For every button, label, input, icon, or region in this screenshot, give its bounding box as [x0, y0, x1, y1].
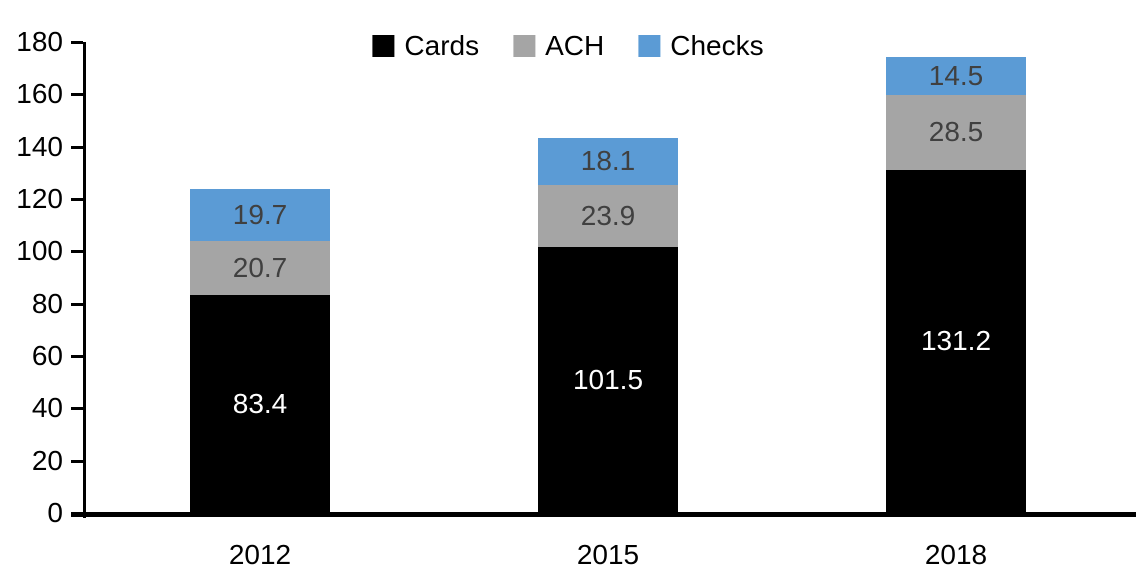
- legend-item-checks: Checks: [638, 30, 764, 61]
- legend-item-cards: Cards: [372, 32, 479, 60]
- y-tick-label: 140: [16, 130, 63, 162]
- bar-value-label: 83.4: [232, 387, 288, 419]
- bar-segment-checks-2012: 19.7: [190, 189, 330, 241]
- y-tick: [71, 407, 83, 411]
- legend-label: Checks: [670, 30, 764, 61]
- chart-legend: Cards ACH Checks: [372, 30, 764, 61]
- bar-segment-ach-2015: 23.9: [538, 184, 678, 248]
- y-tick-label: 40: [31, 392, 63, 424]
- bar-segment-cards-2012: 83.4: [190, 294, 330, 513]
- y-tick: [71, 93, 83, 97]
- bar-segment-cards-2015: 101.5: [538, 247, 678, 513]
- y-tick-label: 20: [31, 444, 63, 476]
- legend-label: Cards: [404, 30, 480, 61]
- legend-swatch-icon: [638, 35, 661, 57]
- bar-value-label: 131.2: [920, 325, 992, 357]
- x-tick-label: 2018: [924, 539, 988, 570]
- x-tick-label: 2012: [228, 539, 292, 570]
- y-tick-label: 120: [16, 183, 63, 214]
- bar-value-label: 20.7: [232, 251, 288, 283]
- bar-value-label: 101.5: [572, 364, 644, 396]
- bar-value-label: 28.5: [928, 116, 984, 148]
- legend-label: ACH: [545, 30, 605, 61]
- bar-segment-checks-2015: 18.1: [538, 137, 678, 185]
- legend-swatch-icon: [372, 35, 395, 57]
- y-tick-label: 100: [16, 235, 63, 267]
- bar-value-label: 18.1: [580, 145, 636, 177]
- y-tick-label: 80: [31, 287, 63, 319]
- legend-swatch-icon: [513, 35, 536, 57]
- y-tick: [71, 459, 83, 463]
- bar-segment-checks-2018: 14.5: [886, 57, 1026, 96]
- y-tick: [71, 250, 83, 254]
- x-tick-label: 2015: [576, 539, 640, 570]
- legend-item-ach: ACH: [513, 32, 604, 60]
- y-tick: [71, 355, 83, 358]
- x-axis: [71, 512, 1136, 517]
- y-tick: [71, 41, 83, 44]
- y-axis: [83, 42, 86, 518]
- y-tick: [71, 198, 83, 201]
- bar-segment-ach-2018: 28.5: [886, 95, 1026, 170]
- y-tick-label: 180: [16, 26, 63, 57]
- y-tick: [71, 145, 83, 149]
- bar-value-label: 23.9: [580, 200, 636, 232]
- bar-value-label: 14.5: [928, 60, 984, 92]
- bar-segment-cards-2018: 131.2: [886, 169, 1026, 513]
- y-tick-label: 60: [31, 340, 63, 371]
- y-tick-label: 0: [47, 497, 63, 528]
- y-tick-label: 160: [16, 78, 63, 110]
- bar-value-label: 19.7: [232, 198, 288, 230]
- y-tick: [71, 302, 83, 306]
- bar-segment-ach-2012: 20.7: [190, 240, 330, 295]
